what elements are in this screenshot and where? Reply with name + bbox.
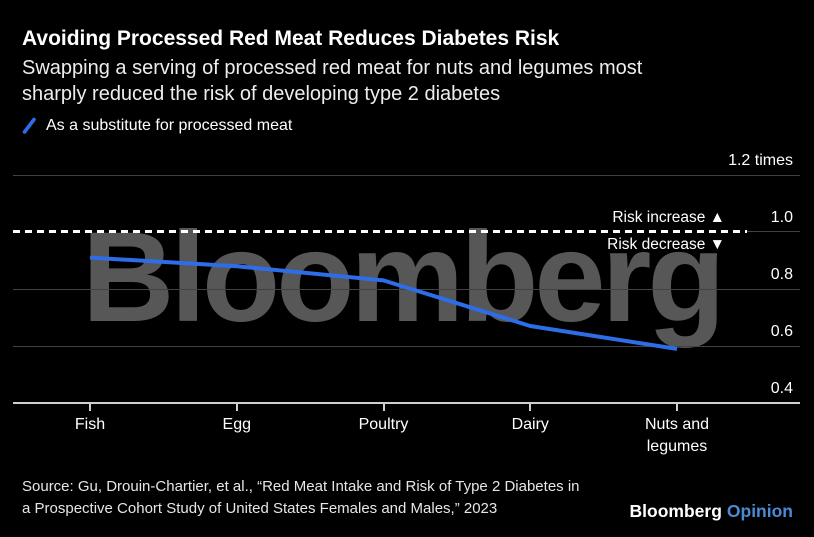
- source-note: Source: Gu, Drouin-Chartier, et al., “Re…: [22, 476, 580, 520]
- brand-suffix: Opinion: [726, 501, 793, 521]
- baseline-dashed-line: [13, 230, 747, 233]
- legend: As a substitute for processed meat: [22, 117, 292, 135]
- x-tick: [89, 404, 91, 411]
- gridline: [13, 175, 800, 176]
- source-line: Source: Gu, Drouin-Chartier, et al., “Re…: [22, 478, 580, 495]
- series-line: [89, 255, 678, 351]
- legend-key-slash-icon: [22, 117, 36, 134]
- x-tick: [676, 404, 678, 411]
- gridline: [747, 231, 800, 232]
- risk-increase-label: Risk increase ▲: [612, 209, 725, 226]
- risk-decrease-label: Risk decrease ▼: [607, 236, 725, 253]
- x-axis-line: [13, 402, 800, 404]
- y-tick-label: 1.2 times: [728, 152, 793, 169]
- x-tick: [382, 404, 385, 411]
- y-tick-label: 0.8: [770, 266, 793, 283]
- y-tick-label: 1.0: [770, 209, 793, 226]
- x-tick-label: Dairy: [511, 416, 549, 433]
- brand-name: Bloomberg: [629, 501, 722, 521]
- brand-logo: Bloomberg Opinion: [630, 501, 793, 522]
- source-line: a Prospective Cohort Study of United Sta…: [22, 500, 498, 517]
- x-tick: [235, 404, 238, 411]
- y-tick-label: 0.4: [770, 380, 793, 397]
- x-tick-label: Poultry: [358, 416, 409, 433]
- legend-label: As a substitute for processed meat: [46, 117, 293, 134]
- x-tick-label: Egg: [222, 416, 251, 433]
- y-tick-label: 0.6: [770, 323, 793, 340]
- page-title: Avoiding Processed Red Meat Reduces Diab…: [22, 27, 560, 50]
- gridline: [13, 289, 800, 290]
- x-tick-label: Fish: [74, 416, 106, 433]
- chart-subtitle: Swapping a serving of processed red meat…: [22, 57, 643, 105]
- x-tick-label: Nuts and legumes: [644, 416, 710, 455]
- gridline: [13, 346, 800, 347]
- x-tick: [529, 404, 532, 411]
